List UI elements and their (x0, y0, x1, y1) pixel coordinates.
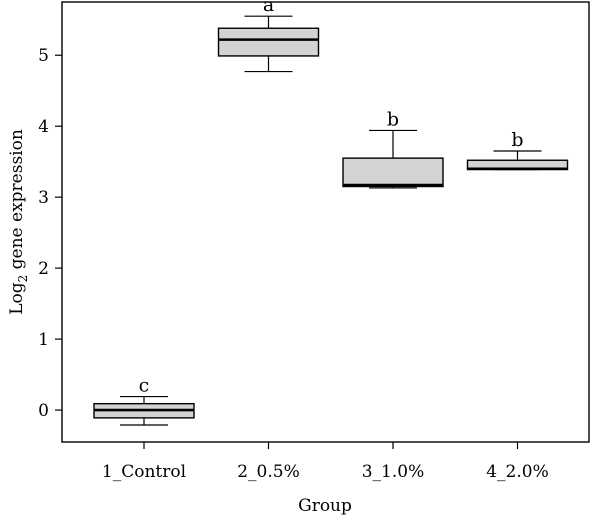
box-group: a (217, 0, 320, 73)
significance-letter: b (511, 129, 523, 151)
boxes-layer: c a b b (93, 0, 569, 426)
box-iqr (217, 27, 320, 57)
box-group: c (93, 375, 195, 426)
x-tick-label: 4_2.0% (486, 462, 549, 482)
x-axis: 1_Control 2_0.5% 3_1.0% 4_2.0% (102, 442, 549, 482)
x-tick-label: 3_1.0% (362, 462, 425, 482)
y-tick-label: 1 (38, 330, 49, 350)
y-axis-title: Log2 gene expression (7, 129, 30, 315)
y-axis: 0 1 2 3 4 5 (38, 46, 62, 421)
significance-letter: b (387, 108, 399, 130)
y-tick-label: 2 (38, 259, 49, 279)
y-axis-title-subscript: 2 (16, 275, 30, 283)
box-iqr (342, 157, 444, 188)
y-axis-title-base: Log (7, 282, 27, 315)
x-tick-label: 1_Control (102, 462, 186, 482)
significance-letter: a (263, 0, 274, 16)
y-axis-title-rest: gene expression (7, 129, 27, 275)
plot-frame (61, 1, 590, 443)
x-axis-title: Group (298, 496, 352, 516)
y-tick-label: 4 (38, 117, 49, 137)
significance-letter: c (139, 375, 150, 397)
y-tick-label: 3 (38, 188, 49, 208)
box-group: b (466, 129, 569, 171)
box-group: b (342, 108, 444, 189)
y-tick-label: 5 (38, 46, 49, 66)
x-tick-label: 2_0.5% (237, 462, 300, 482)
y-tick-label: 0 (38, 401, 49, 421)
